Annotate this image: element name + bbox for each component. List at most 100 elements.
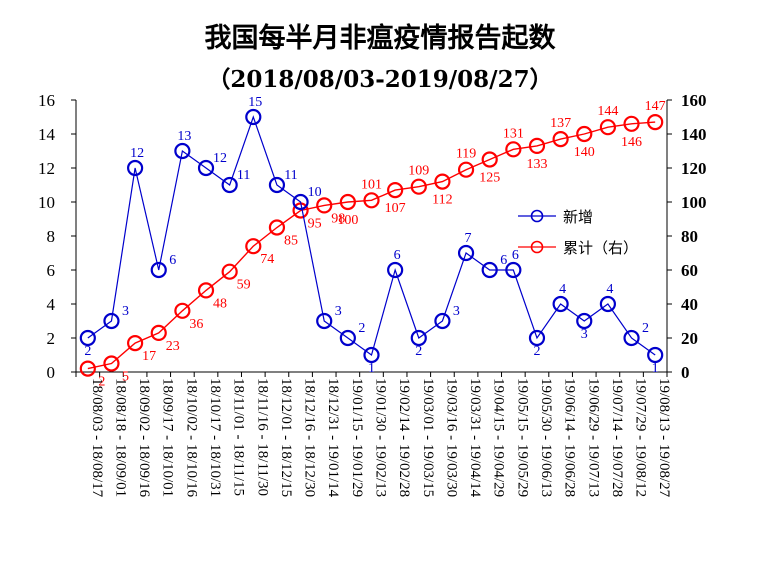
x-tick-label: 19/06/14 - 19/06/28 [562, 378, 578, 497]
data-label-cumulative: 95 [308, 217, 322, 232]
data-label-cumulative: 101 [361, 177, 382, 192]
right-tick-label: 80 [681, 227, 698, 246]
data-label-new: 12 [213, 151, 227, 166]
x-tick-label: 19/03/01 - 19/03/15 [420, 378, 436, 497]
left-tick-label: 4 [47, 295, 56, 314]
x-tick-label: 19/03/16 - 19/03/30 [443, 378, 459, 497]
x-tick-label: 18/08/18 - 18/09/01 [112, 378, 128, 497]
left-tick-label: 6 [47, 261, 56, 280]
right-tick-label: 120 [681, 159, 707, 178]
data-label-new: 7 [465, 231, 472, 246]
data-label-cumulative: 59 [237, 278, 251, 293]
data-label-new: 4 [606, 282, 613, 297]
data-label-cumulative: 98 [331, 211, 345, 226]
data-point-new [127, 159, 144, 177]
data-label-new: 3 [581, 327, 588, 342]
right-tick-label: 60 [681, 261, 698, 280]
data-label-cumulative: 36 [189, 317, 203, 332]
data-point-cumulative [150, 324, 167, 341]
data-point-cumulative [339, 193, 356, 211]
data-point-new [150, 261, 167, 279]
x-tick-label: 18/11/16 - 18/11/30 [254, 378, 270, 496]
left-tick-label: 8 [47, 227, 56, 246]
data-point-cumulative [505, 141, 522, 158]
data-point-new [457, 244, 475, 262]
data-label-cumulative: 140 [574, 145, 595, 160]
data-label-new: 1 [652, 361, 659, 376]
data-point-new [576, 312, 593, 330]
data-point-new [292, 193, 309, 211]
data-label-cumulative: 107 [385, 201, 406, 216]
chart-title: 我国每半月非瘟疫情报告起数 [205, 22, 557, 54]
data-label-new: 6 [512, 248, 519, 263]
data-label-new: 6 [500, 253, 507, 268]
data-label-cumulative: 146 [621, 135, 642, 150]
data-label-new: 12 [130, 146, 144, 161]
right-tick-label: 100 [681, 193, 707, 212]
data-point-cumulative [434, 173, 451, 190]
legend: 新增 累计（右） [518, 208, 638, 257]
data-point-cumulative [245, 238, 262, 255]
data-point-cumulative [268, 219, 286, 236]
data-label-new: 2 [358, 321, 365, 336]
x-axis-ticks: 18/08/03 - 18/08/17 18/08/18 - 18/09/01 18… [75, 372, 672, 498]
data-point-new [528, 329, 546, 347]
data-point-cumulative [647, 113, 664, 131]
data-point-cumulative [127, 335, 144, 352]
data-label-cumulative: 133 [526, 157, 547, 172]
data-point-cumulative [410, 178, 427, 195]
legend-marker-new [530, 209, 544, 223]
left-tick-label: 0 [47, 363, 56, 382]
right-tick-label: 160 [681, 91, 707, 110]
data-point-new [387, 261, 404, 279]
data-label-cumulative: 23 [166, 339, 180, 354]
left-tick-label: 12 [38, 159, 55, 178]
x-tick-label: 18/12/31 - 19/01/14 [325, 378, 341, 498]
data-label-new: 4 [559, 282, 566, 297]
data-label-new: 2 [533, 344, 540, 359]
data-point-new [221, 176, 238, 194]
data-label-new: 11 [237, 168, 250, 183]
data-label-new: 11 [284, 168, 297, 183]
x-tick-label: 19/06/29 - 19/07/13 [585, 378, 601, 497]
x-tick-label: 18/10/02 - 18/10/16 [183, 378, 199, 498]
x-tick-label: 18/09/17 - 18/10/01 [160, 378, 176, 497]
data-label-new: 1 [368, 361, 375, 376]
data-point-cumulative [387, 182, 404, 199]
data-point-cumulative [481, 151, 498, 168]
data-point-new [505, 261, 522, 279]
legend-label-cumulative: 累计（右） [563, 239, 638, 257]
data-point-cumulative [599, 119, 617, 136]
x-tick-label: 18/12/16 - 18/12/30 [302, 378, 318, 497]
x-tick-label: 19/05/30 - 19/06/13 [538, 378, 554, 497]
data-label-new: 6 [169, 253, 176, 268]
data-label-cumulative: 109 [408, 164, 429, 179]
legend-item-new: 新增 [518, 208, 593, 226]
data-point-new [316, 312, 333, 330]
x-tick-label: 19/07/14 - 19/07/28 [609, 378, 625, 497]
data-label-cumulative: 125 [479, 171, 500, 186]
data-point-new [552, 295, 569, 313]
chart-subtitle: （2018/08/03-2019/08/27） [207, 66, 552, 93]
data-label-cumulative: 137 [550, 116, 571, 131]
x-tick-label: 19/04/15 - 19/04/29 [491, 378, 507, 497]
right-tick-label: 40 [681, 295, 698, 314]
left-tick-label: 10 [38, 193, 55, 212]
data-label-new: 3 [335, 304, 342, 319]
x-tick-label: 18/10/17 - 18/10/31 [207, 378, 223, 497]
right-tick-label: 20 [681, 329, 698, 348]
data-label-new: 2 [415, 344, 422, 359]
x-tick-label: 19/01/30 - 19/02/13 [373, 378, 389, 497]
data-point-cumulative [552, 131, 569, 148]
data-label-cumulative: 5 [122, 370, 129, 385]
data-label-new: 3 [122, 304, 129, 319]
data-label-new: 3 [453, 304, 460, 319]
data-label-cumulative: 100 [337, 213, 358, 228]
data-label-cumulative: 119 [456, 147, 476, 162]
series-line-cumulative [87, 121, 656, 370]
data-point-new [103, 312, 120, 330]
data-label-cumulative: 112 [432, 193, 452, 208]
data-point-new [268, 176, 286, 194]
